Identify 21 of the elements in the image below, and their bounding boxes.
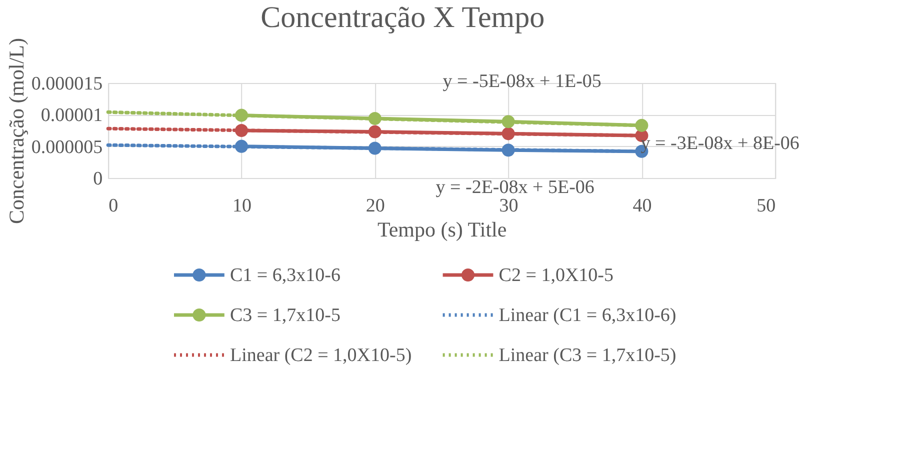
x-tick-label: 0	[108, 196, 118, 216]
legend-label: Linear (C1 = 6,3x10-6)	[498, 305, 676, 326]
legend-label: C3 = 1,7x10-5	[230, 305, 340, 326]
x-tick-label: 10	[232, 196, 252, 216]
x-tick-label: 30	[499, 196, 518, 216]
legend-label: C2 = 1,0X10-5	[498, 265, 614, 286]
x-axis-title: Tempo (s) Title	[377, 218, 507, 242]
legend-label: Linear (C2 = 1,0X10-5)	[230, 345, 412, 366]
x-tick-label: 50	[756, 196, 776, 216]
annotation: y = -5E-08x + 1E-05	[442, 71, 602, 92]
annotation: y = -2E-08x + 5E-06	[436, 177, 594, 198]
x-tick-label: 40	[632, 196, 652, 216]
legend-label: C1 = 6,3x10-6	[230, 265, 340, 286]
y-axis-title: Concentração (mol/L)	[4, 38, 28, 224]
chart-title: Concentração X Tempo	[260, 0, 545, 34]
x-tick-label: 20	[366, 196, 385, 216]
y-tick-label: 0.000015	[31, 74, 103, 94]
y-tick-label: 0	[93, 168, 103, 190]
y-tick-label: 0.000005	[31, 136, 103, 158]
y-tick-label: 0.00001	[40, 105, 103, 126]
legend-label: Linear (C3 = 1,7x10-5)	[498, 345, 676, 366]
